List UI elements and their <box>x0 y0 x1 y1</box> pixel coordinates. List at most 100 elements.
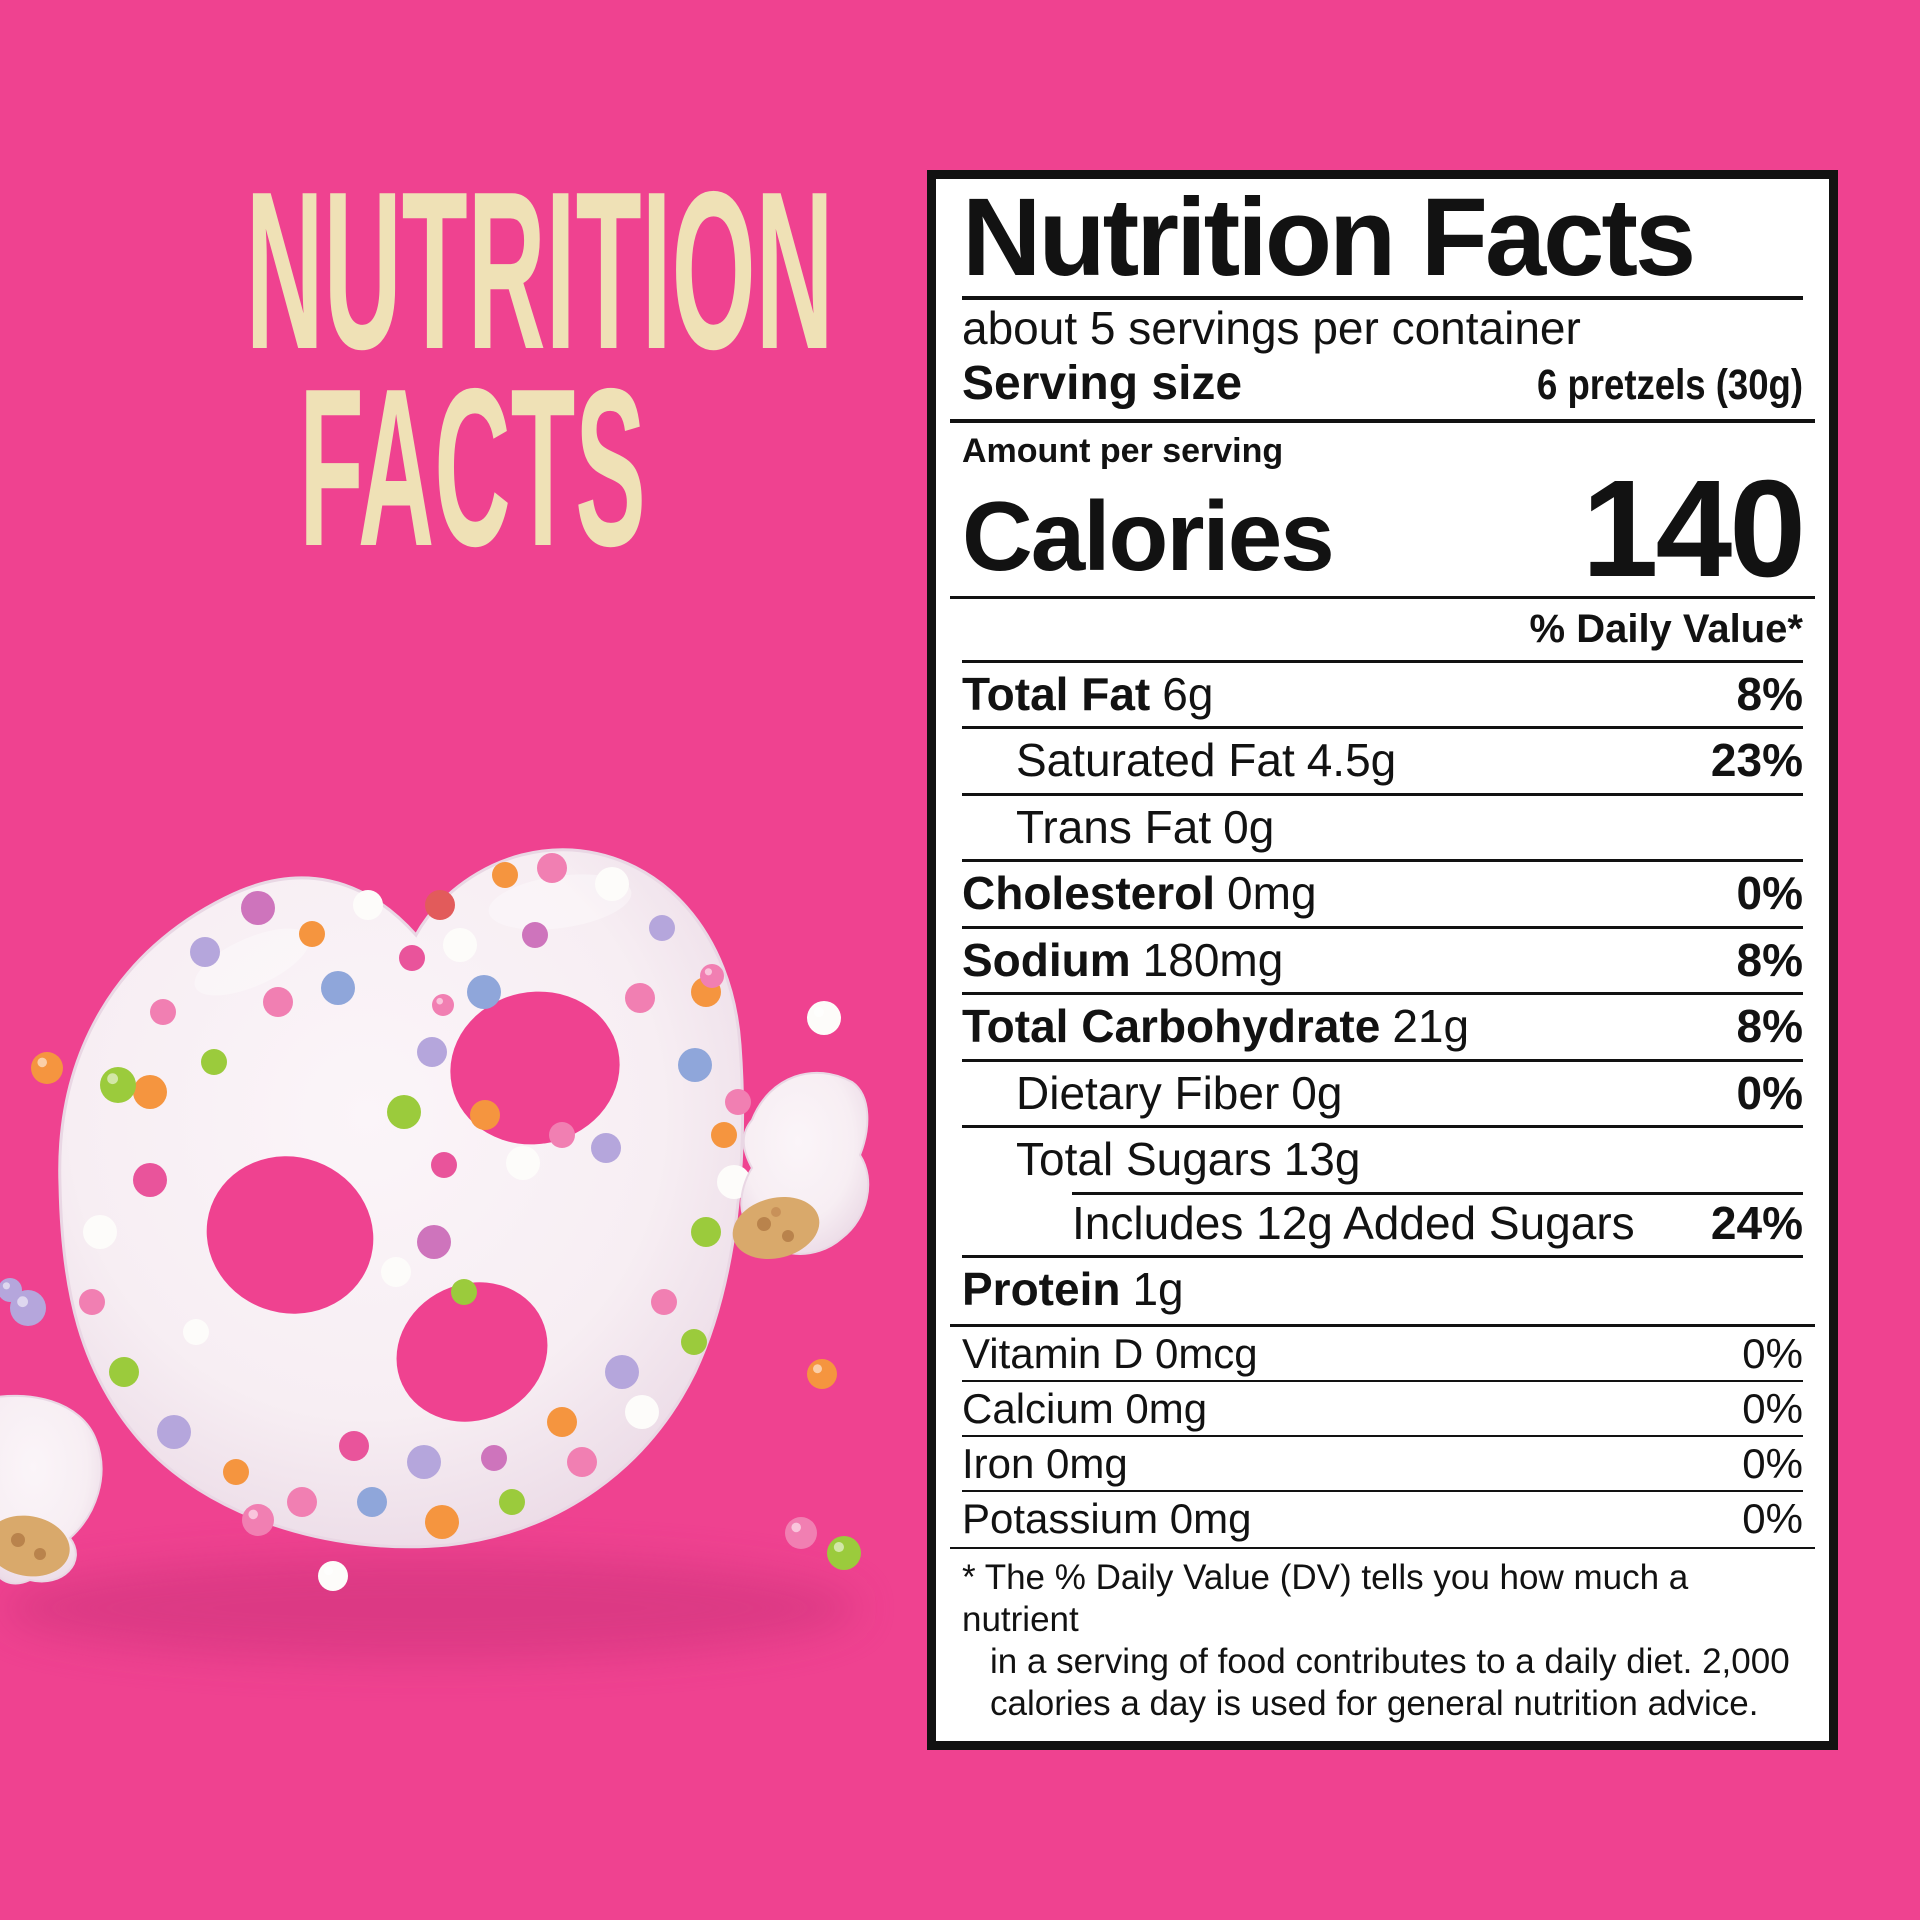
footnote-line: calories a day is used for general nutri… <box>990 1684 1759 1723</box>
serving-size-row: Serving size 6 pretzels (30g) <box>962 355 1803 419</box>
sprinkle-dot <box>425 1505 459 1539</box>
sprinkle-dot <box>3 1399 29 1425</box>
sprinkle-dot <box>190 937 220 967</box>
serving-size-label: Serving size <box>962 357 1243 411</box>
sprinkle-dot <box>625 983 655 1013</box>
sprinkle-dot <box>725 1089 751 1115</box>
pretzel-hole-right <box>450 991 620 1145</box>
bitten-cracker <box>732 1197 820 1259</box>
nutrient-name: Sodium <box>962 933 1131 986</box>
nutrient-daily-value: 0% <box>1736 1066 1803 1119</box>
calories-label: Calories <box>962 481 1335 592</box>
footnote-line: * The % Daily Value (DV) tells you how m… <box>962 1558 1689 1639</box>
nutrient-amount: 13g <box>1283 1133 1361 1186</box>
nutrient-amount: 0g <box>1291 1066 1343 1119</box>
pretzel-broken-piece-right <box>732 1071 870 1259</box>
nutrition-facts-title: Nutrition Facts <box>962 183 1803 300</box>
nutrient-daily-value: 0% <box>1736 867 1803 920</box>
pretzel-broken-piece-left <box>0 1394 103 1585</box>
sprinkle-dot <box>625 1395 659 1429</box>
nutrient-row-total-sugars: Total Sugars 13g <box>962 1125 1803 1192</box>
nutrient-name: Total Sugars <box>1016 1133 1272 1186</box>
micronutrient-daily-value: 0% <box>1742 1495 1803 1543</box>
micronutrient-rows: Vitamin D 0mcg 0% Calcium 0mg 0% Iron 0mg 0% P… <box>962 1327 1803 1545</box>
micronutrient-daily-value: 0% <box>1742 1385 1803 1433</box>
sprinkle-dot <box>357 1487 387 1517</box>
nutrient-daily-value: 8% <box>1736 933 1803 986</box>
sprinkle-dot <box>785 1083 815 1113</box>
sprinkle-dot <box>537 853 567 883</box>
sprinkle-dot <box>425 890 455 920</box>
nutrient-amount: 6g <box>1162 667 1214 720</box>
sprinkle-dot <box>481 1445 507 1471</box>
nutrient-amount: 180mg <box>1142 933 1284 986</box>
loose-sprinkle-ball <box>0 1278 22 1302</box>
sprinkle-dot <box>492 862 518 888</box>
sprinkle-dot <box>547 1407 577 1437</box>
loose-sprinkle-ball <box>700 964 724 988</box>
nutrient-row-trans-fat: Trans Fat 0g <box>962 792 1803 860</box>
sprinkle-dot <box>443 928 477 962</box>
sprinkle-dot <box>241 891 275 925</box>
sprinkle-dot <box>79 1289 105 1315</box>
nutrient-name: Dietary Fiber <box>1016 1066 1280 1119</box>
divider-medium <box>950 596 1815 599</box>
sprinkle-dot <box>83 1215 117 1249</box>
sprinkle-dot <box>41 1403 71 1433</box>
sprinkle-dot <box>605 1355 639 1389</box>
sprinkle-dot <box>109 1357 139 1387</box>
micronutrient-row-vitamin-d: Vitamin D 0mcg 0% <box>962 1327 1803 1380</box>
micronutrient-row-potassium: Potassium 0mg 0% <box>962 1490 1803 1545</box>
nutrient-row-total-fat: Total Fat 6g 8% <box>962 663 1803 727</box>
sprinkle-dot <box>775 1142 801 1168</box>
sprinkle-dot <box>681 1329 707 1355</box>
nutrient-amount: 4.5g <box>1306 734 1397 787</box>
nutrient-name: Saturated Fat <box>1016 734 1295 787</box>
sprinkle-dot <box>651 1289 677 1315</box>
pretzel-hole-bottom <box>396 1282 548 1422</box>
sprinkle-dot <box>339 1431 369 1461</box>
sprinkle-dot <box>13 1433 47 1467</box>
nutrient-name: Trans Fat <box>1016 800 1212 853</box>
sprinkle-dot <box>803 1188 837 1222</box>
micronutrient-name-amount: Vitamin D 0mcg <box>962 1330 1258 1378</box>
nutrient-daily-value: 24% <box>1710 1196 1803 1249</box>
sprinkle-dot <box>321 971 355 1005</box>
pretzel-shadow <box>0 1556 860 1660</box>
nutrient-name: Includes 12g Added Sugars <box>1072 1196 1635 1249</box>
sprinkle-dot <box>201 1049 227 1075</box>
hero-title-line1: NUTRITION <box>245 144 834 396</box>
scattered-sprinkle-balls <box>0 964 861 1591</box>
nutrient-name: Total Fat <box>962 667 1151 720</box>
sprinkle-dot <box>691 1217 721 1247</box>
nutrient-amount: 0mg <box>1227 867 1317 920</box>
sprinkle-dot <box>451 1279 477 1305</box>
sprinkle-dot <box>591 1133 621 1163</box>
divider-thin <box>950 1547 1815 1549</box>
nutrient-name: Total Carbohydrate <box>962 1000 1381 1053</box>
sprinkle-dot <box>499 1489 525 1515</box>
sprinkle-dot <box>417 1037 447 1067</box>
hero-title-line2: FACTS <box>299 341 646 593</box>
sprinkle-dot <box>157 1415 191 1449</box>
nutrient-rows: Total Fat 6g 8% Saturated Fat 4.5g 23% Trans F… <box>962 663 1803 1322</box>
loose-sprinkle-ball <box>242 1504 274 1536</box>
sprinkle-dot <box>263 987 293 1017</box>
nutrient-name: Cholesterol <box>962 867 1216 920</box>
sprinkle-dot <box>407 1445 441 1479</box>
calories-row: Calories 140 <box>962 452 1806 607</box>
nutrient-daily-value: 8% <box>1736 667 1803 720</box>
sprinkle-dot <box>223 1459 249 1485</box>
calories-value: 140 <box>1581 452 1806 607</box>
sprinkle-layer <box>3 853 861 1539</box>
sprinkle-dot <box>353 890 383 920</box>
nutrient-amount: 0g <box>1223 800 1275 853</box>
sprinkle-dot <box>29 1487 59 1517</box>
micronutrient-name-amount: Potassium 0mg <box>962 1495 1252 1543</box>
nutrient-row-dietary-fiber: Dietary Fiber 0g 0% <box>962 1058 1803 1126</box>
sprinkle-dot <box>567 1447 597 1477</box>
serving-size-value: 6 pretzels (30g) <box>1536 361 1803 410</box>
sprinkle-dot <box>595 867 629 901</box>
nutrient-row-cholesterol: Cholesterol 0mg 0% <box>962 859 1803 926</box>
